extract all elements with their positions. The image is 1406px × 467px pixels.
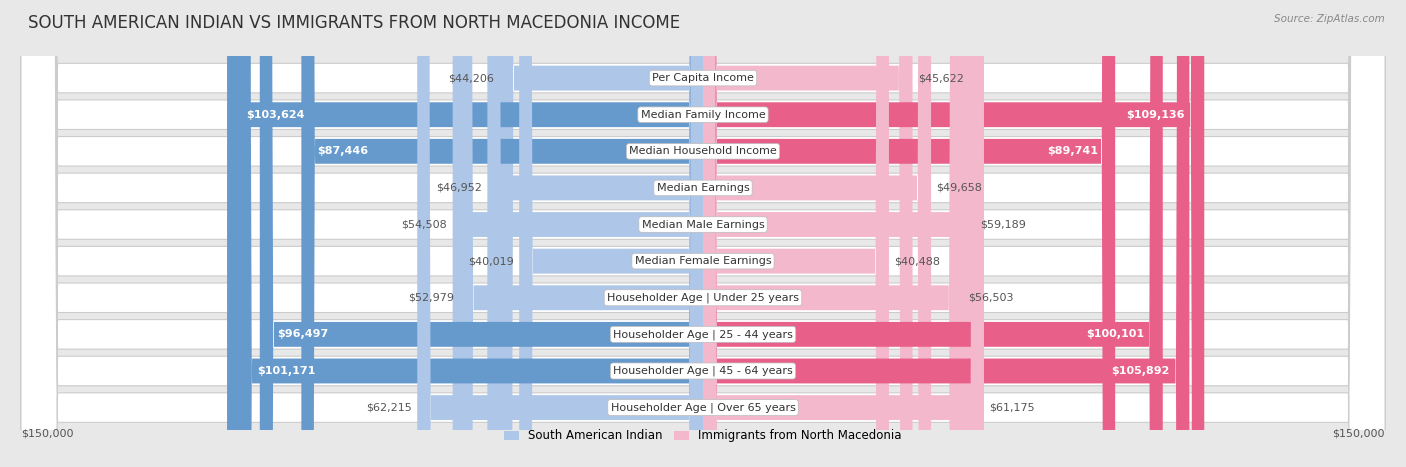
FancyBboxPatch shape	[703, 0, 912, 467]
Text: Source: ZipAtlas.com: Source: ZipAtlas.com	[1274, 14, 1385, 24]
Text: Per Capita Income: Per Capita Income	[652, 73, 754, 83]
Text: Householder Age | Under 25 years: Householder Age | Under 25 years	[607, 292, 799, 303]
Text: $62,215: $62,215	[366, 403, 412, 412]
Text: $109,136: $109,136	[1126, 110, 1184, 120]
FancyBboxPatch shape	[21, 0, 1385, 467]
Text: $101,171: $101,171	[257, 366, 315, 376]
Text: $96,497: $96,497	[277, 329, 329, 340]
FancyBboxPatch shape	[703, 0, 1189, 467]
Text: $46,952: $46,952	[436, 183, 482, 193]
Text: $49,658: $49,658	[936, 183, 983, 193]
Text: $150,000: $150,000	[21, 428, 73, 439]
FancyBboxPatch shape	[226, 0, 703, 467]
Text: $54,508: $54,508	[401, 219, 447, 230]
FancyBboxPatch shape	[703, 0, 1163, 467]
FancyBboxPatch shape	[703, 0, 1115, 467]
FancyBboxPatch shape	[418, 0, 703, 467]
Text: $89,741: $89,741	[1047, 146, 1098, 156]
FancyBboxPatch shape	[703, 0, 1205, 467]
Text: Median Household Income: Median Household Income	[628, 146, 778, 156]
Text: $100,101: $100,101	[1087, 329, 1144, 340]
FancyBboxPatch shape	[519, 0, 703, 467]
Text: $61,175: $61,175	[990, 403, 1035, 412]
Text: $40,019: $40,019	[468, 256, 513, 266]
FancyBboxPatch shape	[453, 0, 703, 467]
FancyBboxPatch shape	[703, 0, 974, 467]
FancyBboxPatch shape	[703, 0, 984, 467]
FancyBboxPatch shape	[460, 0, 703, 467]
Text: $45,622: $45,622	[918, 73, 965, 83]
FancyBboxPatch shape	[703, 0, 889, 467]
Text: $103,624: $103,624	[246, 110, 305, 120]
FancyBboxPatch shape	[21, 0, 1385, 467]
FancyBboxPatch shape	[703, 0, 963, 467]
FancyBboxPatch shape	[260, 0, 703, 467]
Text: $105,892: $105,892	[1112, 366, 1170, 376]
Text: $40,488: $40,488	[894, 256, 941, 266]
Text: $52,979: $52,979	[408, 293, 454, 303]
Text: SOUTH AMERICAN INDIAN VS IMMIGRANTS FROM NORTH MACEDONIA INCOME: SOUTH AMERICAN INDIAN VS IMMIGRANTS FROM…	[28, 14, 681, 32]
Text: $56,503: $56,503	[967, 293, 1014, 303]
FancyBboxPatch shape	[21, 0, 1385, 467]
Text: Householder Age | Over 65 years: Householder Age | Over 65 years	[610, 403, 796, 413]
FancyBboxPatch shape	[21, 0, 1385, 467]
FancyBboxPatch shape	[239, 0, 703, 467]
Text: Median Family Income: Median Family Income	[641, 110, 765, 120]
Text: $59,189: $59,189	[980, 219, 1026, 230]
Text: Median Earnings: Median Earnings	[657, 183, 749, 193]
Text: Median Female Earnings: Median Female Earnings	[634, 256, 772, 266]
FancyBboxPatch shape	[21, 0, 1385, 467]
Legend: South American Indian, Immigrants from North Macedonia: South American Indian, Immigrants from N…	[505, 430, 901, 442]
Text: $87,446: $87,446	[318, 146, 368, 156]
FancyBboxPatch shape	[301, 0, 703, 467]
FancyBboxPatch shape	[21, 0, 1385, 467]
FancyBboxPatch shape	[501, 0, 703, 467]
FancyBboxPatch shape	[488, 0, 703, 467]
Text: $150,000: $150,000	[1333, 428, 1385, 439]
FancyBboxPatch shape	[21, 0, 1385, 467]
FancyBboxPatch shape	[21, 0, 1385, 467]
FancyBboxPatch shape	[703, 0, 931, 467]
FancyBboxPatch shape	[21, 0, 1385, 467]
Text: Householder Age | 25 - 44 years: Householder Age | 25 - 44 years	[613, 329, 793, 340]
Text: Median Male Earnings: Median Male Earnings	[641, 219, 765, 230]
FancyBboxPatch shape	[21, 0, 1385, 467]
Text: $44,206: $44,206	[449, 73, 495, 83]
Text: Householder Age | 45 - 64 years: Householder Age | 45 - 64 years	[613, 366, 793, 376]
